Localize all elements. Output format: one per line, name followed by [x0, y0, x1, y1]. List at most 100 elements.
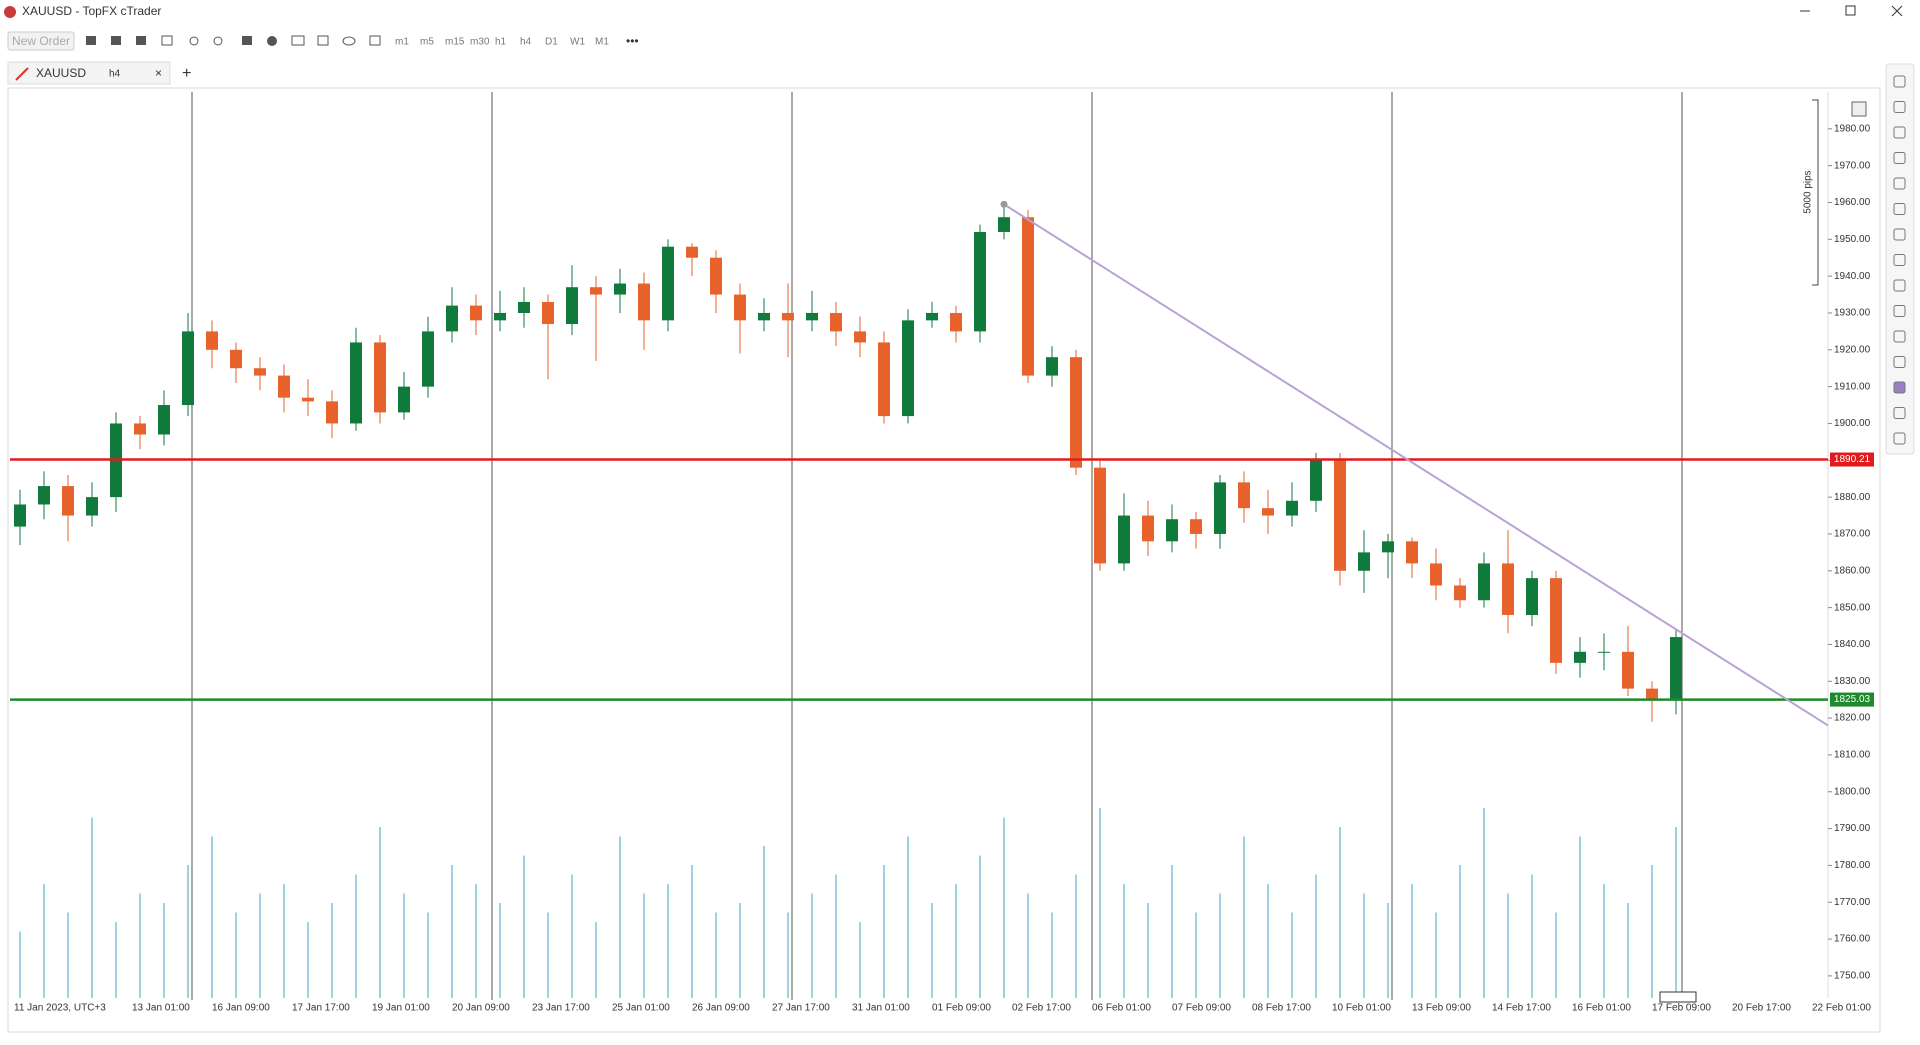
x-tick-label: 16 Jan 09:00 [212, 1003, 270, 1014]
chart-settings[interactable] [1851, 101, 1867, 117]
tool-icon[interactable] [1893, 101, 1906, 113]
candle-body [902, 320, 914, 417]
tool-icon[interactable] [342, 36, 356, 46]
level-label: 1890.21 [1834, 454, 1871, 465]
tool-icon[interactable] [1893, 432, 1906, 445]
timeframe-button[interactable]: h4 [520, 37, 532, 48]
tool-icon[interactable] [242, 36, 252, 45]
y-tick-label: 1960.00 [1834, 197, 1871, 208]
tool-icon[interactable] [86, 36, 96, 45]
trendline [1003, 203, 1829, 727]
add-tab[interactable]: + [182, 65, 191, 82]
tool-icon[interactable] [1893, 381, 1906, 394]
y-tick-label: 1920.00 [1834, 344, 1871, 355]
tool-icon[interactable] [161, 35, 173, 46]
level-label: 1825.03 [1834, 694, 1871, 705]
tool-icon[interactable] [1893, 75, 1906, 88]
tool-icon[interactable] [1893, 330, 1906, 343]
tool-icon[interactable] [1893, 152, 1906, 164]
toolbar-icons [86, 35, 381, 46]
candle-body [494, 312, 506, 321]
new-order-button[interactable] [7, 31, 75, 51]
candle-body [1022, 217, 1034, 376]
candle-body [374, 342, 386, 413]
candle-body [326, 401, 338, 424]
close[interactable] [1891, 5, 1903, 17]
tool-icon[interactable] [1893, 203, 1906, 215]
scroll-marker [1659, 991, 1697, 1003]
candle-body [1646, 688, 1658, 700]
timeframe-button[interactable]: m5 [420, 37, 434, 48]
candle-body [974, 231, 986, 332]
tool-icon[interactable] [136, 36, 146, 45]
candle-body [830, 312, 842, 332]
candle-body [854, 331, 866, 343]
tab-symbol: XAUUSD [36, 66, 86, 80]
timeframe-button[interactable]: W1 [570, 37, 585, 48]
timeframe-button[interactable]: m15 [445, 37, 465, 48]
more-button[interactable]: ••• [626, 34, 639, 48]
candle-body [254, 368, 266, 376]
y-tick-label: 1880.00 [1834, 492, 1871, 503]
candle-body [1214, 482, 1226, 534]
timeframe-button[interactable]: m1 [395, 37, 409, 48]
x-tick-label: 31 Jan 01:00 [852, 1003, 910, 1014]
tool-icon[interactable] [213, 36, 223, 46]
chart-tab[interactable] [7, 61, 171, 85]
x-tick-label: 13 Feb 09:00 [1412, 1003, 1471, 1014]
app-icon [4, 6, 16, 18]
tool-icon[interactable] [369, 35, 381, 46]
candle-body [398, 386, 410, 413]
tool-icon[interactable] [1893, 126, 1906, 139]
candle-body [134, 423, 146, 435]
trendline-handle[interactable] [1000, 200, 1008, 208]
ruler-label: 5000 pips [1803, 170, 1814, 213]
tool-icon[interactable] [1893, 177, 1906, 190]
candle-body [638, 283, 650, 321]
candle-body [1310, 460, 1322, 501]
candle-body [1526, 578, 1538, 615]
x-tick-label: 13 Jan 01:00 [132, 1003, 190, 1014]
x-tick-label: 07 Feb 09:00 [1172, 1003, 1231, 1014]
candle-body [62, 486, 74, 516]
candle-body [566, 287, 578, 325]
timeframe-button[interactable]: h1 [495, 37, 507, 48]
chart-frame [7, 87, 1881, 1033]
timeframe-button[interactable]: m30 [470, 37, 490, 48]
candle-body [662, 246, 674, 321]
candle-body [206, 331, 218, 350]
candle-body [230, 349, 242, 369]
tool-icon[interactable] [1893, 228, 1906, 241]
tab-close[interactable]: × [155, 66, 162, 80]
tool-icon[interactable] [1893, 254, 1906, 266]
tool-icon[interactable] [267, 36, 277, 46]
x-tick-label: 26 Jan 09:00 [692, 1003, 750, 1014]
candle-body [878, 342, 890, 417]
candle-body [14, 504, 26, 527]
tool-icon[interactable] [291, 35, 305, 46]
timeframe-button[interactable]: D1 [545, 37, 558, 48]
tool-icon[interactable] [1893, 407, 1906, 419]
tool-icon[interactable] [111, 36, 121, 45]
y-tick-label: 1970.00 [1834, 160, 1871, 171]
restore[interactable] [1845, 5, 1856, 16]
candle-body [1238, 482, 1250, 509]
y-tick-label: 1850.00 [1834, 602, 1871, 613]
candle-body [1382, 541, 1394, 553]
tool-icon[interactable] [317, 35, 329, 46]
y-tick-label: 1780.00 [1834, 860, 1871, 871]
tool-icon[interactable] [1893, 356, 1906, 368]
candle-body [926, 312, 938, 321]
candle-body [278, 375, 290, 398]
y-tick-label: 1980.00 [1834, 123, 1871, 134]
timeframe-button[interactable]: M1 [595, 37, 609, 48]
x-tick-label: 08 Feb 17:00 [1252, 1003, 1311, 1014]
candle-body [782, 312, 794, 321]
tool-icon[interactable] [189, 36, 199, 46]
candle-body [950, 312, 962, 332]
tool-icon[interactable] [1893, 279, 1906, 292]
candle-body [1046, 357, 1058, 376]
candle-body [158, 405, 170, 435]
level-label-box [1830, 692, 1874, 707]
tool-icon[interactable] [1893, 305, 1906, 317]
